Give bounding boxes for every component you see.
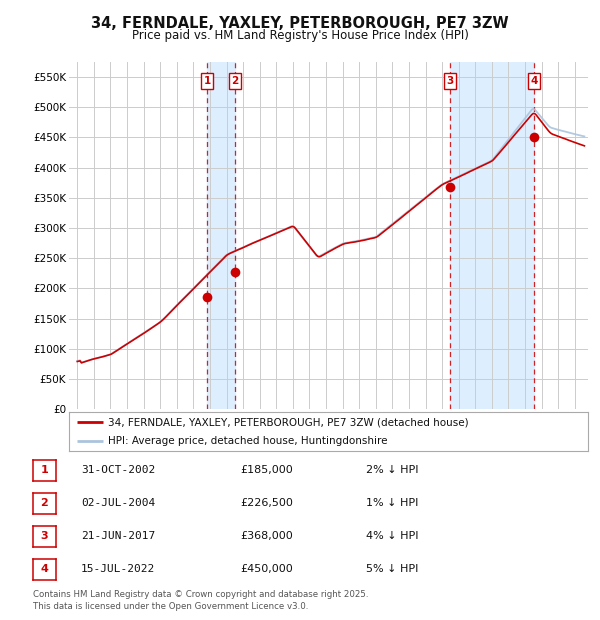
Text: £450,000: £450,000 (240, 564, 293, 574)
Text: 4% ↓ HPI: 4% ↓ HPI (366, 531, 419, 541)
Bar (207, 62, 235, 409)
Text: 4: 4 (530, 76, 538, 86)
Text: 1: 1 (203, 76, 211, 86)
Text: 1% ↓ HPI: 1% ↓ HPI (366, 498, 418, 508)
Text: Contains HM Land Registry data © Crown copyright and database right 2025.
This d: Contains HM Land Registry data © Crown c… (33, 590, 368, 611)
Text: 3: 3 (41, 531, 48, 541)
Bar (450, 62, 534, 409)
Text: 2% ↓ HPI: 2% ↓ HPI (366, 466, 419, 476)
Text: Price paid vs. HM Land Registry's House Price Index (HPI): Price paid vs. HM Land Registry's House … (131, 29, 469, 42)
Text: HPI: Average price, detached house, Huntingdonshire: HPI: Average price, detached house, Hunt… (108, 436, 388, 446)
Text: 3: 3 (446, 76, 454, 86)
Text: 2: 2 (231, 76, 238, 86)
Text: 31-OCT-2002: 31-OCT-2002 (81, 466, 155, 476)
Text: 15-JUL-2022: 15-JUL-2022 (81, 564, 155, 574)
Text: £368,000: £368,000 (240, 531, 293, 541)
Text: 34, FERNDALE, YAXLEY, PETERBOROUGH, PE7 3ZW: 34, FERNDALE, YAXLEY, PETERBOROUGH, PE7 … (91, 16, 509, 30)
Text: 34, FERNDALE, YAXLEY, PETERBOROUGH, PE7 3ZW (detached house): 34, FERNDALE, YAXLEY, PETERBOROUGH, PE7 … (108, 417, 469, 427)
Text: £185,000: £185,000 (240, 466, 293, 476)
Text: 21-JUN-2017: 21-JUN-2017 (81, 531, 155, 541)
Text: 02-JUL-2004: 02-JUL-2004 (81, 498, 155, 508)
Text: £226,500: £226,500 (240, 498, 293, 508)
Text: 4: 4 (40, 564, 49, 574)
Text: 1: 1 (41, 466, 48, 476)
Text: 5% ↓ HPI: 5% ↓ HPI (366, 564, 418, 574)
Text: 2: 2 (41, 498, 48, 508)
